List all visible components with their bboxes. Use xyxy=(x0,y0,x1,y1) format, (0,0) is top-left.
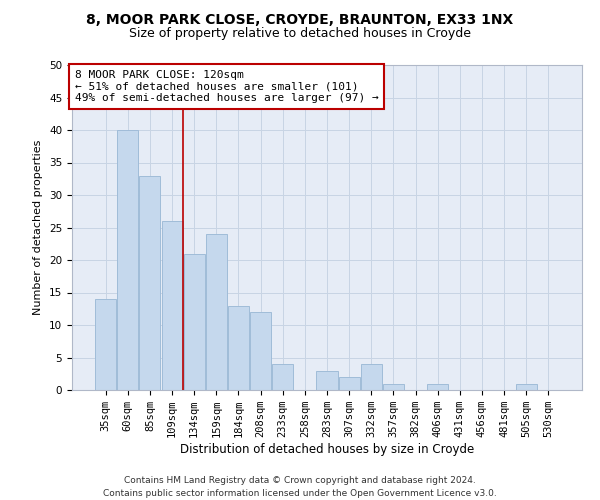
Bar xyxy=(118,130,139,390)
Bar xyxy=(361,364,382,390)
X-axis label: Distribution of detached houses by size in Croyde: Distribution of detached houses by size … xyxy=(180,443,474,456)
Text: 8 MOOR PARK CLOSE: 120sqm
← 51% of detached houses are smaller (101)
49% of semi: 8 MOOR PARK CLOSE: 120sqm ← 51% of detac… xyxy=(74,70,379,103)
Bar xyxy=(338,377,359,390)
Bar xyxy=(316,370,338,390)
Bar xyxy=(161,221,182,390)
Text: 8, MOOR PARK CLOSE, CROYDE, BRAUNTON, EX33 1NX: 8, MOOR PARK CLOSE, CROYDE, BRAUNTON, EX… xyxy=(86,12,514,26)
Bar xyxy=(250,312,271,390)
Text: Contains HM Land Registry data © Crown copyright and database right 2024.
Contai: Contains HM Land Registry data © Crown c… xyxy=(103,476,497,498)
Bar xyxy=(383,384,404,390)
Bar xyxy=(95,299,116,390)
Bar xyxy=(272,364,293,390)
Bar xyxy=(184,254,205,390)
Bar xyxy=(427,384,448,390)
Y-axis label: Number of detached properties: Number of detached properties xyxy=(34,140,43,315)
Bar xyxy=(206,234,227,390)
Text: Size of property relative to detached houses in Croyde: Size of property relative to detached ho… xyxy=(129,28,471,40)
Bar xyxy=(228,306,249,390)
Bar xyxy=(515,384,536,390)
Bar xyxy=(139,176,160,390)
